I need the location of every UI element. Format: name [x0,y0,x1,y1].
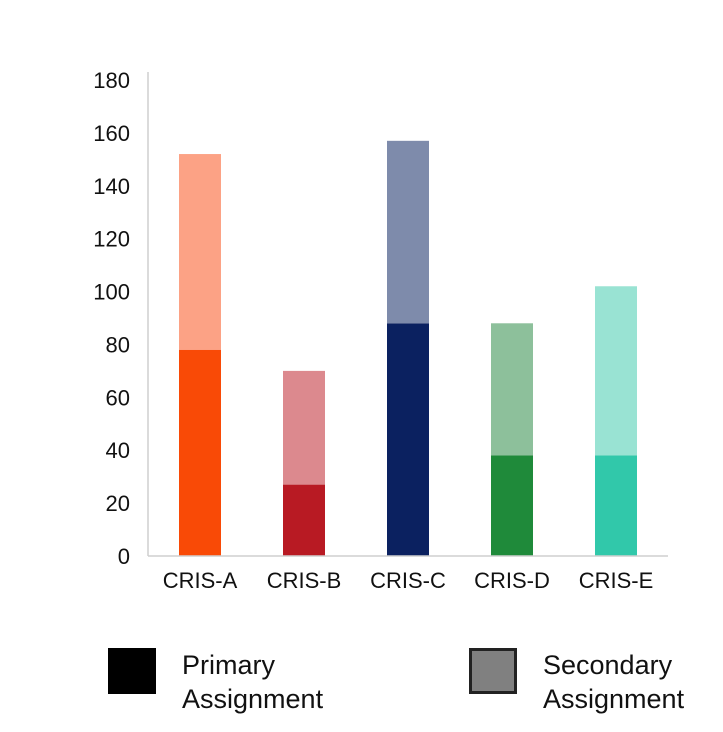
legend-item-primary: Primary Assignment [108,648,323,716]
legend-swatch-primary [108,648,156,694]
bar-cris-c-secondary [387,140,429,324]
bar-cris-a-secondary [179,154,221,350]
bar-cris-d-primary [491,455,533,556]
legend-swatch-secondary [469,648,517,694]
y-tick-label: 60 [106,385,130,410]
bar-cris-c-primary [387,323,429,556]
y-axis: 0 20 40 60 80 100 120 140 160 180 [93,68,149,569]
legend-label-primary: Primary Assignment [182,650,324,714]
y-tick-label: 20 [106,491,130,516]
y-tick-label: 140 [93,174,130,199]
bar-cris-b-secondary [283,370,325,485]
x-category-label: CRIS-A [163,568,238,593]
y-tick-label: 100 [93,280,130,305]
x-category-label: CRIS-D [474,568,550,593]
x-category-label: CRIS-C [370,568,446,593]
x-category-label: CRIS-E [579,568,654,593]
bar-cris-b-primary [283,484,325,556]
y-tick-label: 120 [93,227,130,252]
y-tick-label: 0 [118,544,130,569]
y-tick-label: 40 [106,438,130,463]
legend-item-secondary: Secondary Assignment [469,648,684,716]
bar-cris-e-primary [595,455,637,556]
y-tick-label: 160 [93,121,130,146]
bar-cris-e-secondary [595,286,637,456]
y-tick-label: 80 [106,332,130,357]
bars [179,140,637,556]
legend-label-secondary: Secondary Assignment [543,650,685,714]
x-axis: CRIS-A CRIS-B CRIS-C CRIS-D CRIS-E [148,555,668,593]
bar-cris-d-secondary [491,323,533,456]
bar-cris-a-primary [179,349,221,556]
x-category-label: CRIS-B [267,568,342,593]
y-tick-label: 180 [93,68,130,93]
